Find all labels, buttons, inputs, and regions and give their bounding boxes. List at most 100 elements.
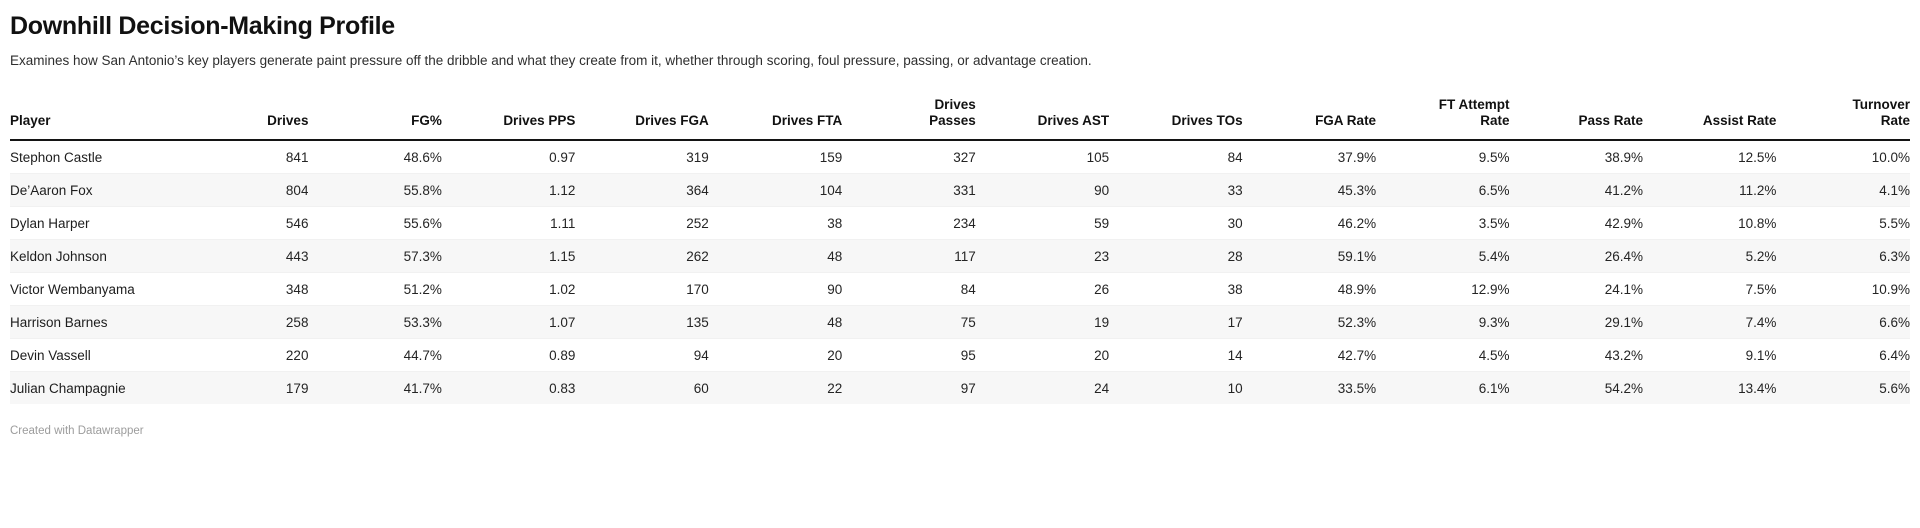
stat-cell-drives-fta: 90 xyxy=(827,282,843,298)
stat-cell-drives-fga: 60 xyxy=(693,381,709,397)
chart-footer: Created with Datawrapper xyxy=(10,421,1910,439)
stat-cell-drives: 220 xyxy=(285,348,309,364)
stat-cell-turnover-rate: 6.6% xyxy=(1879,315,1910,331)
stat-cell-assist-rate: 11.2% xyxy=(1739,183,1777,199)
stat-cell-drives-tos: 38 xyxy=(1227,282,1243,298)
stat-cell-drives-pps: 1.15 xyxy=(549,249,576,265)
stat-cell-ft-attempt-rate: 3.5% xyxy=(1478,216,1510,232)
stat-cell-assist-rate: 5.2% xyxy=(1745,249,1777,265)
stat-cell-ft-attempt-rate: 6.5% xyxy=(1478,183,1510,199)
column-header-drives-passes: Drives Passes xyxy=(842,94,976,142)
stat-cell-drives-fta: 22 xyxy=(827,381,843,397)
stat-cell-pass-rate: 41.2% xyxy=(1604,183,1643,199)
player-name-cell: Victor Wembanyama xyxy=(10,282,135,298)
stat-cell-drives-tos: 84 xyxy=(1227,150,1243,166)
stat-cell-fga-rate: 59.1% xyxy=(1337,249,1377,265)
stat-cell-drives-ast: 23 xyxy=(1094,249,1110,265)
stat-cell-ft-attempt-rate: 4.5% xyxy=(1478,348,1510,364)
stat-cell-drives-pps: 0.89 xyxy=(549,348,576,364)
stat-cell-turnover-rate: 10.0% xyxy=(1871,150,1910,166)
stat-cell-drives-ast: 59 xyxy=(1094,216,1110,232)
player-name-cell: De’Aaron Fox xyxy=(10,183,93,199)
stat-cell-drives-tos: 28 xyxy=(1227,249,1243,265)
stat-cell-fgpct: 51.2% xyxy=(403,282,442,298)
stat-cell-drives-passes: 75 xyxy=(960,315,976,331)
stat-cell-drives-pps: 1.02 xyxy=(549,282,576,298)
stat-cell-drives-ast: 105 xyxy=(1086,150,1110,166)
table-row: Stephon Castle 841 48.6% 0.97 319 159 327 105 84… xyxy=(10,140,1910,174)
player-stats-table: Player Drives FG% Drives PPS Drives FGA Drive… xyxy=(10,94,1910,405)
stat-cell-drives: 443 xyxy=(285,249,309,265)
stat-cell-fgpct: 44.7% xyxy=(403,348,442,364)
stat-cell-assist-rate: 9.1% xyxy=(1745,348,1777,364)
stat-cell-drives-fga: 319 xyxy=(686,150,709,166)
stat-cell-turnover-rate: 10.9% xyxy=(1871,282,1910,298)
stat-cell-drives-passes: 234 xyxy=(953,216,976,232)
stat-cell-fga-rate: 42.7% xyxy=(1337,348,1377,364)
table-body: Stephon Castle 841 48.6% 0.97 319 159 327 105 84… xyxy=(10,140,1910,405)
stat-cell-drives-ast: 26 xyxy=(1094,282,1110,298)
stat-cell-pass-rate: 24.1% xyxy=(1604,282,1643,298)
stat-cell-assist-rate: 7.5% xyxy=(1745,282,1777,298)
stat-cell-ft-attempt-rate: 12.9% xyxy=(1471,282,1510,298)
stat-cell-fga-rate: 45.3% xyxy=(1337,183,1377,199)
stat-cell-fga-rate: 48.9% xyxy=(1337,282,1377,298)
player-name-cell: Julian Champagnie xyxy=(10,381,126,397)
stat-cell-turnover-rate: 5.5% xyxy=(1879,216,1910,232)
stat-cell-drives-ast: 20 xyxy=(1094,348,1110,364)
stat-cell-drives-fta: 48 xyxy=(827,315,843,331)
stat-cell-drives: 348 xyxy=(285,282,309,298)
stat-cell-drives-tos: 17 xyxy=(1227,315,1243,331)
stat-cell-ft-attempt-rate: 6.1% xyxy=(1478,381,1510,397)
stat-cell-drives: 841 xyxy=(285,150,309,166)
table-row: Harrison Barnes 258 53.3% 1.07 135 48 75 19 17 52… xyxy=(10,305,1910,339)
player-name-cell: Harrison Barnes xyxy=(10,315,108,331)
stat-cell-drives-fta: 38 xyxy=(827,216,843,232)
stat-cell-turnover-rate: 5.6% xyxy=(1879,381,1910,397)
datawrapper-credit-link[interactable]: Created with Datawrapper xyxy=(10,425,144,438)
stat-cell-drives-pps: 1.12 xyxy=(549,183,576,199)
stat-cell-drives-fga: 170 xyxy=(686,282,709,298)
stat-cell-turnover-rate: 4.1% xyxy=(1879,183,1910,199)
stat-cell-drives-pps: 0.83 xyxy=(549,381,576,397)
column-header-pass-rate: Pass Rate xyxy=(1509,94,1643,142)
player-name-cell: Devin Vassell xyxy=(10,348,91,364)
stat-cell-fgpct: 53.3% xyxy=(403,315,442,331)
table-row: De’Aaron Fox 804 55.8% 1.12 364 104 331 90 33 45.… xyxy=(10,173,1910,207)
stat-cell-drives-fta: 20 xyxy=(827,348,843,364)
stat-cell-drives-fta: 104 xyxy=(819,183,843,199)
stat-cell-assist-rate: 12.5% xyxy=(1738,150,1777,166)
stat-cell-drives-tos: 33 xyxy=(1227,183,1243,199)
stat-cell-drives-fga: 262 xyxy=(686,249,709,265)
stat-cell-fgpct: 41.7% xyxy=(403,381,442,397)
stat-cell-drives: 179 xyxy=(285,381,309,397)
table-row: Julian Champagnie 179 41.7% 0.83 60 22 97 24 10 3… xyxy=(10,371,1910,405)
stat-cell-assist-rate: 7.4% xyxy=(1745,315,1777,331)
stat-cell-ft-attempt-rate: 9.3% xyxy=(1478,315,1510,331)
datawrapper-table-embed: Downhill Decision-Making Profile Examine… xyxy=(10,12,1910,439)
stat-cell-drives-passes: 84 xyxy=(960,282,976,298)
stat-cell-drives: 258 xyxy=(285,315,309,331)
player-name-cell: Keldon Johnson xyxy=(10,249,107,265)
column-header-fga-rate: FGA Rate xyxy=(1242,94,1377,142)
stat-cell-drives-pps: 1.11 xyxy=(550,216,576,232)
column-header-drives: Drives xyxy=(175,94,309,142)
stat-cell-assist-rate: 10.8% xyxy=(1738,216,1777,232)
column-header-assist-rate: Assist Rate xyxy=(1642,94,1777,142)
stat-cell-fga-rate: 52.3% xyxy=(1337,315,1377,331)
chart-subtitle: Examines how San Antonio’s key players g… xyxy=(10,53,1092,68)
stat-cell-drives-passes: 327 xyxy=(953,150,976,166)
table-row: Dylan Harper 546 55.6% 1.11 252 38 234 59 30 46.2… xyxy=(10,206,1910,240)
stat-cell-pass-rate: 42.9% xyxy=(1604,216,1643,232)
table-row: Victor Wembanyama 348 51.2% 1.02 170 90 84 26 38… xyxy=(10,272,1910,306)
stat-cell-drives-passes: 117 xyxy=(954,249,976,265)
stat-cell-drives-passes: 331 xyxy=(953,183,976,199)
stat-cell-ft-attempt-rate: 9.5% xyxy=(1478,150,1510,166)
table-row: Keldon Johnson 443 57.3% 1.15 262 48 117 23 28 59… xyxy=(10,239,1910,273)
stat-cell-fga-rate: 33.5% xyxy=(1337,381,1377,397)
column-header-ft-attempt-rate: FT Attempt Rate xyxy=(1376,94,1510,142)
stat-cell-drives-tos: 30 xyxy=(1227,216,1243,232)
table-row: Devin Vassell 220 44.7% 0.89 94 20 95 20 14 42.7%… xyxy=(10,338,1910,372)
stat-cell-drives-ast: 19 xyxy=(1094,315,1110,331)
stat-cell-pass-rate: 54.2% xyxy=(1604,381,1643,397)
